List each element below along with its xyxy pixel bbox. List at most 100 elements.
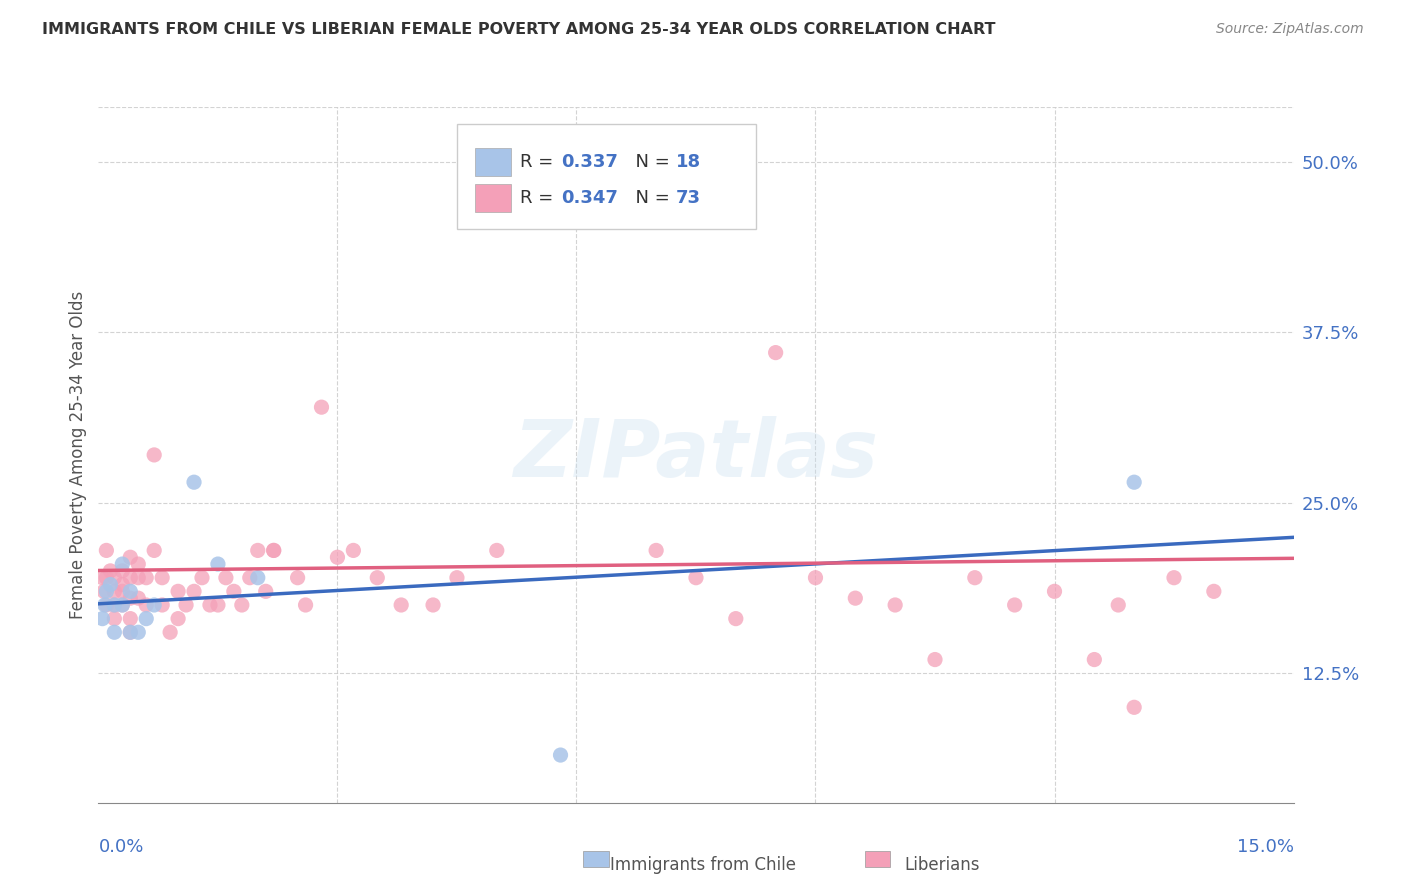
Point: [96, 543, 118, 558]
Point: [389, 598, 412, 612]
Point: [287, 571, 309, 585]
Point: [263, 543, 285, 558]
Point: [167, 612, 190, 626]
Point: [120, 612, 142, 626]
Point: [127, 591, 149, 606]
Point: [844, 591, 866, 606]
Point: [100, 564, 122, 578]
Point: [1202, 584, 1225, 599]
Point: [103, 625, 125, 640]
Point: [239, 571, 262, 585]
Point: [135, 598, 157, 612]
Point: [207, 557, 229, 571]
Point: [207, 598, 229, 612]
Point: [91, 612, 114, 626]
Point: [120, 550, 142, 565]
Text: 73: 73: [676, 189, 700, 207]
Point: [565, 195, 588, 210]
Text: 0.347: 0.347: [561, 189, 617, 207]
Point: [1107, 598, 1129, 612]
Point: [215, 571, 238, 585]
Point: [111, 584, 134, 599]
Point: [765, 345, 787, 359]
Point: [127, 625, 149, 640]
Point: [1123, 475, 1146, 490]
Text: Source: ZipAtlas.com: Source: ZipAtlas.com: [1216, 22, 1364, 37]
Text: R =: R =: [520, 153, 560, 171]
Point: [120, 625, 142, 640]
Point: [96, 598, 118, 612]
Point: [884, 598, 907, 612]
Point: [100, 577, 122, 591]
Point: [326, 550, 349, 565]
Point: [120, 591, 142, 606]
Point: [103, 598, 125, 612]
Point: [183, 584, 205, 599]
Point: [167, 584, 190, 599]
Text: R =: R =: [520, 189, 560, 207]
Text: IMMIGRANTS FROM CHILE VS LIBERIAN FEMALE POVERTY AMONG 25-34 YEAR OLDS CORRELATI: IMMIGRANTS FROM CHILE VS LIBERIAN FEMALE…: [42, 22, 995, 37]
Point: [605, 209, 627, 223]
Point: [150, 571, 173, 585]
Point: [685, 571, 707, 585]
Point: [342, 543, 364, 558]
Point: [246, 543, 269, 558]
FancyBboxPatch shape: [457, 124, 756, 229]
Text: N =: N =: [624, 189, 676, 207]
Point: [135, 612, 157, 626]
Y-axis label: Female Poverty Among 25-34 Year Olds: Female Poverty Among 25-34 Year Olds: [69, 291, 87, 619]
Point: [127, 571, 149, 585]
Point: [150, 598, 173, 612]
Point: [311, 400, 333, 414]
Point: [1043, 584, 1066, 599]
Text: Liberians: Liberians: [904, 856, 980, 874]
Point: [96, 571, 118, 585]
Point: [91, 571, 114, 585]
Point: [1004, 598, 1026, 612]
Point: [103, 584, 125, 599]
Point: [120, 571, 142, 585]
Point: [1123, 700, 1146, 714]
Point: [120, 584, 142, 599]
Point: [111, 598, 134, 612]
Point: [103, 612, 125, 626]
Point: [963, 571, 986, 585]
Text: 18: 18: [676, 153, 700, 171]
Point: [127, 557, 149, 571]
Point: [724, 612, 747, 626]
Point: [485, 543, 508, 558]
Point: [159, 625, 181, 640]
Text: 15.0%: 15.0%: [1236, 838, 1294, 856]
Text: 0.0%: 0.0%: [98, 838, 143, 856]
Point: [804, 571, 827, 585]
Point: [111, 557, 134, 571]
Point: [143, 598, 166, 612]
Text: Immigrants from Chile: Immigrants from Chile: [610, 856, 796, 874]
Point: [422, 598, 444, 612]
Point: [191, 571, 214, 585]
Point: [120, 625, 142, 640]
Text: ZIPatlas: ZIPatlas: [513, 416, 879, 494]
Point: [143, 543, 166, 558]
Point: [526, 209, 548, 223]
Point: [446, 571, 468, 585]
Text: N =: N =: [624, 153, 676, 171]
Point: [222, 584, 245, 599]
Point: [96, 584, 118, 599]
FancyBboxPatch shape: [475, 185, 510, 211]
Point: [254, 584, 277, 599]
Point: [263, 543, 285, 558]
Point: [183, 475, 205, 490]
Point: [103, 571, 125, 585]
Point: [111, 598, 134, 612]
Point: [198, 598, 221, 612]
Point: [550, 747, 572, 762]
Point: [94, 598, 117, 612]
Point: [246, 571, 269, 585]
Point: [174, 598, 197, 612]
Point: [366, 571, 388, 585]
Point: [103, 598, 125, 612]
Point: [111, 577, 134, 591]
Point: [1163, 571, 1185, 585]
Point: [231, 598, 253, 612]
